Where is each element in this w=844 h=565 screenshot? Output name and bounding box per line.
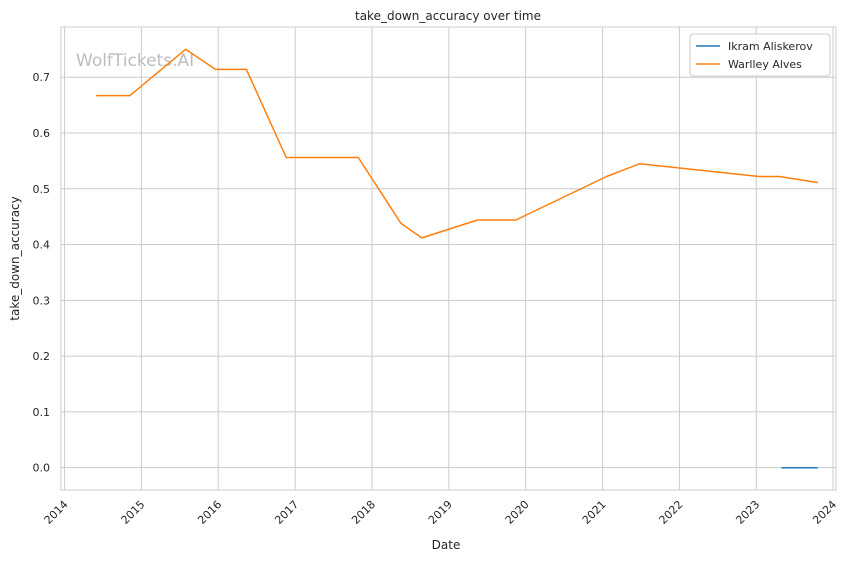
plot-frame bbox=[60, 26, 837, 491]
x-axis-title: Date bbox=[432, 538, 461, 552]
y-tick-label: 0.2 bbox=[33, 350, 51, 363]
chart-title: take_down_accuracy over time bbox=[355, 9, 541, 23]
series-layer bbox=[96, 48, 819, 469]
legend-box bbox=[689, 33, 831, 77]
y-tick-label: 0.4 bbox=[33, 239, 51, 252]
grid bbox=[61, 27, 836, 490]
y-tick-label: 0.0 bbox=[33, 462, 51, 475]
y-tick-labels: 0.0 0.1 0.2 0.3 0.4 0.5 0.6 0.7 bbox=[33, 71, 51, 474]
y-tick-label: 0.5 bbox=[33, 183, 51, 196]
y-tick-label: 0.3 bbox=[33, 294, 51, 307]
y-tick-label: 0.6 bbox=[33, 127, 51, 140]
y-tick-label: 0.7 bbox=[33, 71, 51, 84]
y-tick-label: 0.1 bbox=[33, 406, 51, 419]
y-axis-title: take_down_accuracy bbox=[8, 196, 22, 320]
legend: Ikram Aliskerov Warlley Alves bbox=[689, 33, 831, 77]
legend-label-warlley-alves: Warlley Alves bbox=[728, 58, 802, 71]
x-tick-labels: 2014 2015 2016 2017 2018 2019 2020 2021 2022 2023… bbox=[42, 498, 839, 527]
legend-label-ikram-aliskerov: Ikram Aliskerov bbox=[728, 40, 813, 53]
watermark: WolfTickets.AI bbox=[76, 51, 194, 71]
series-line-warlley-alves bbox=[96, 48, 819, 239]
